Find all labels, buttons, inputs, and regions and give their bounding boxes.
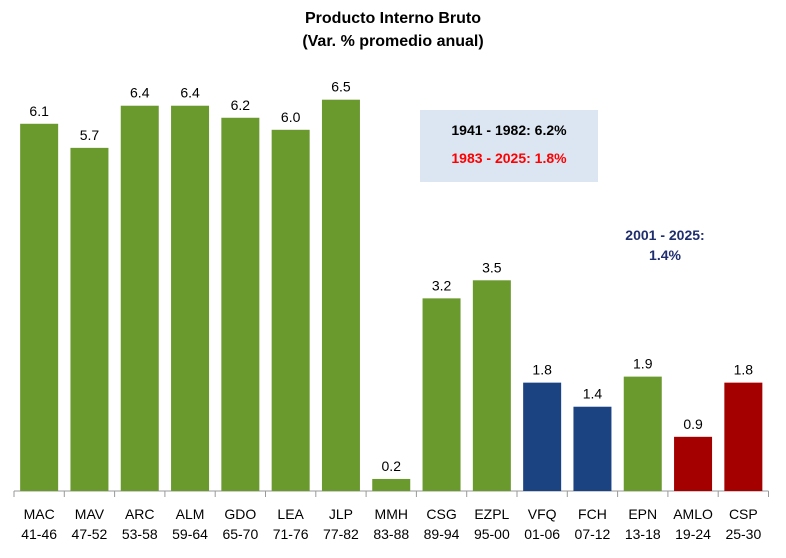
category-period-label: 77-82 [323,526,359,542]
category-period-label: 71-76 [273,526,309,542]
value-label: 6.2 [231,97,251,113]
bar-csp [724,382,763,491]
value-label: 1.9 [633,356,653,372]
category-period-label: 41-46 [21,526,57,542]
value-label: 6.5 [331,79,351,95]
value-label: 1.8 [734,362,754,378]
category-label: CSG [426,506,456,522]
category-label: LEA [277,506,304,522]
bar-arc [120,105,159,491]
category-label: MMH [375,506,408,522]
category-period-label: 65-70 [222,526,258,542]
category-label: MAV [75,506,105,522]
category-label: VFQ [528,506,557,522]
category-period-label: 25-30 [725,526,761,542]
bar-epn [623,376,662,491]
value-label: 6.4 [180,85,200,101]
bar-gdo [221,117,260,491]
category-label: EZPL [474,506,509,522]
period-2001-2025-label: 2001 - 2025: [625,227,705,243]
category-label: AMLO [673,506,713,522]
value-label: 3.5 [482,259,502,275]
category-period-label: 01-06 [524,526,560,542]
category-label: MAC [24,506,55,522]
category-period-label: 07-12 [575,526,611,542]
chart-title: Producto Interno Bruto [305,10,481,27]
category-period-label: 89-94 [424,526,460,542]
chart-subtitle: (Var. % promedio anual) [302,33,484,50]
bar-vfq [523,382,562,491]
bar-ezpl [472,280,511,491]
bar-jlp [321,99,360,491]
value-label: 1.4 [583,386,603,402]
category-period-label: 19-24 [675,526,711,542]
value-label: 5.7 [80,127,100,143]
category-period-label: 95-00 [474,526,510,542]
category-label: GDO [224,506,256,522]
category-label: CSP [729,506,758,522]
value-label: 6.1 [29,103,49,119]
bar-alm [171,105,210,491]
bar-csg [422,298,461,491]
value-label: 6.4 [130,85,150,101]
period-2001-2025-value: 1.4% [649,247,681,263]
category-period-label: 53-58 [122,526,158,542]
bar-lea [271,129,310,492]
category-period-label: 59-64 [172,526,208,542]
category-label: ARC [125,506,155,522]
category-label: FCH [578,506,607,522]
period-summary-box: 1941 - 1982: 6.2% 1983 - 2025: 1.8% [420,110,598,182]
category-period-label: 13-18 [625,526,661,542]
bar-mac [20,123,59,491]
bar-fch [573,406,612,491]
value-label: 3.2 [432,277,452,293]
bar-amlo [674,436,713,491]
category-period-label: 47-52 [72,526,108,542]
value-label: 6.0 [281,109,301,125]
category-period-label: 83-88 [373,526,409,542]
bar-mav [70,147,109,492]
category-label: ALM [176,506,205,522]
value-label: 0.2 [382,458,402,474]
value-label: 1.8 [532,362,552,378]
period-1941-1982: 1941 - 1982: 6.2% [451,122,567,138]
bar-mmh [372,478,411,491]
category-label: EPN [628,506,657,522]
value-label: 0.9 [683,416,703,432]
category-label: JLP [329,506,353,522]
period-1983-2025: 1983 - 2025: 1.8% [451,150,567,166]
